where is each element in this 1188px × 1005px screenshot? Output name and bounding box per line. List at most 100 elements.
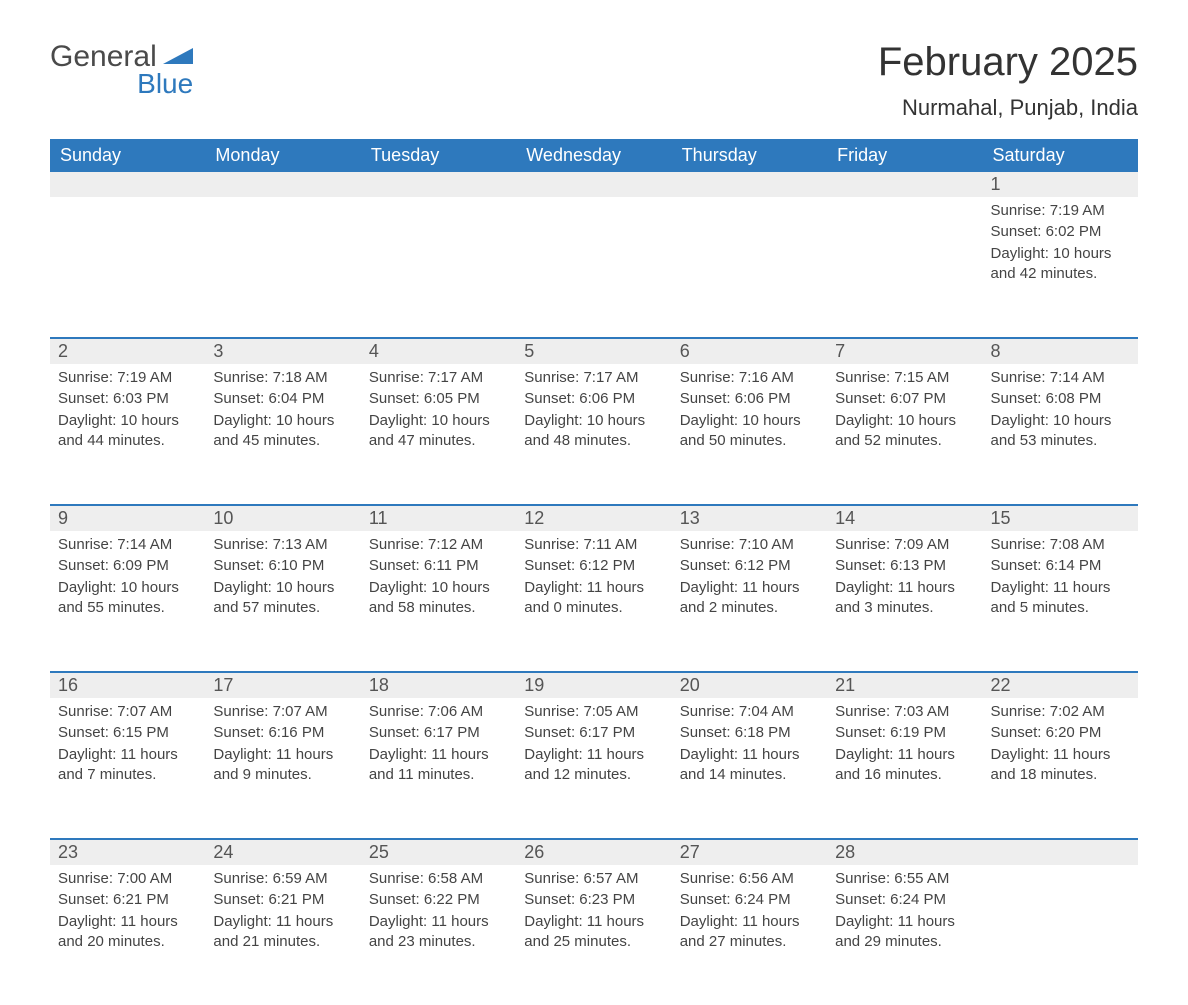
day-number: 19 <box>516 671 671 698</box>
day-number: 5 <box>516 337 671 364</box>
calendar-cell: Sunrise: 7:04 AMSunset: 6:18 PMDaylight:… <box>672 698 827 838</box>
logo-triangle-icon <box>163 46 193 70</box>
day-number: 2 <box>50 337 205 364</box>
sunset-text: Sunset: 6:12 PM <box>680 556 819 576</box>
weekday-header: Friday <box>827 139 982 172</box>
daylight-text: Daylight: 10 hours and 55 minutes. <box>58 578 197 619</box>
sunrise-text: Sunrise: 7:06 AM <box>369 702 508 722</box>
day-number <box>672 172 827 197</box>
day-number: 24 <box>205 838 360 865</box>
day-number: 3 <box>205 337 360 364</box>
sunset-text: Sunset: 6:16 PM <box>213 723 352 743</box>
sunset-text: Sunset: 6:11 PM <box>369 556 508 576</box>
sunrise-text: Sunrise: 7:17 AM <box>369 368 508 388</box>
sunrise-text: Sunrise: 7:19 AM <box>991 201 1130 221</box>
calendar-cell: Sunrise: 7:07 AMSunset: 6:16 PMDaylight:… <box>205 698 360 838</box>
weekday-header: Wednesday <box>516 139 671 172</box>
weekday-header: Sunday <box>50 139 205 172</box>
calendar-cell: Sunrise: 7:13 AMSunset: 6:10 PMDaylight:… <box>205 531 360 671</box>
sunset-text: Sunset: 6:21 PM <box>58 890 197 910</box>
sunset-text: Sunset: 6:02 PM <box>991 222 1130 242</box>
daylight-text: Daylight: 11 hours and 11 minutes. <box>369 745 508 786</box>
calendar-cell: Sunrise: 7:16 AMSunset: 6:06 PMDaylight:… <box>672 364 827 504</box>
calendar-cell: Sunrise: 6:58 AMSunset: 6:22 PMDaylight:… <box>361 865 516 1005</box>
sunrise-text: Sunrise: 7:16 AM <box>680 368 819 388</box>
sunrise-text: Sunrise: 6:57 AM <box>524 869 663 889</box>
sunrise-text: Sunrise: 7:17 AM <box>524 368 663 388</box>
calendar-cell: Sunrise: 7:14 AMSunset: 6:09 PMDaylight:… <box>50 531 205 671</box>
daylight-text: Daylight: 11 hours and 3 minutes. <box>835 578 974 619</box>
logo: General Blue <box>50 40 193 98</box>
day-number: 13 <box>672 504 827 531</box>
calendar-cell: Sunrise: 7:14 AMSunset: 6:08 PMDaylight:… <box>983 364 1138 504</box>
calendar-cell <box>827 197 982 337</box>
sunrise-text: Sunrise: 7:03 AM <box>835 702 974 722</box>
weekday-header: Saturday <box>983 139 1138 172</box>
daylight-text: Daylight: 11 hours and 12 minutes. <box>524 745 663 786</box>
sunrise-text: Sunrise: 7:07 AM <box>213 702 352 722</box>
day-number: 28 <box>827 838 982 865</box>
daylight-text: Daylight: 10 hours and 45 minutes. <box>213 411 352 452</box>
day-number: 6 <box>672 337 827 364</box>
sunset-text: Sunset: 6:20 PM <box>991 723 1130 743</box>
calendar-table: SundayMondayTuesdayWednesdayThursdayFrid… <box>50 139 1138 1005</box>
daylight-text: Daylight: 11 hours and 2 minutes. <box>680 578 819 619</box>
sunset-text: Sunset: 6:23 PM <box>524 890 663 910</box>
day-number: 16 <box>50 671 205 698</box>
calendar-cell: Sunrise: 6:55 AMSunset: 6:24 PMDaylight:… <box>827 865 982 1005</box>
weekday-header: Monday <box>205 139 360 172</box>
day-number <box>361 172 516 197</box>
calendar-cell <box>983 865 1138 1005</box>
sunset-text: Sunset: 6:14 PM <box>991 556 1130 576</box>
calendar-cell: Sunrise: 6:59 AMSunset: 6:21 PMDaylight:… <box>205 865 360 1005</box>
day-number <box>827 172 982 197</box>
sunrise-text: Sunrise: 6:59 AM <box>213 869 352 889</box>
calendar-cell <box>361 197 516 337</box>
calendar-cell: Sunrise: 7:17 AMSunset: 6:06 PMDaylight:… <box>516 364 671 504</box>
sunset-text: Sunset: 6:09 PM <box>58 556 197 576</box>
daylight-text: Daylight: 11 hours and 9 minutes. <box>213 745 352 786</box>
day-number: 20 <box>672 671 827 698</box>
day-number: 12 <box>516 504 671 531</box>
calendar-cell <box>516 197 671 337</box>
sunset-text: Sunset: 6:10 PM <box>213 556 352 576</box>
calendar-cell <box>205 197 360 337</box>
sunrise-text: Sunrise: 7:13 AM <box>213 535 352 555</box>
header: General Blue February 2025 Nurmahal, Pun… <box>50 40 1138 121</box>
daylight-text: Daylight: 11 hours and 18 minutes. <box>991 745 1130 786</box>
daylight-text: Daylight: 10 hours and 48 minutes. <box>524 411 663 452</box>
calendar-cell: Sunrise: 7:00 AMSunset: 6:21 PMDaylight:… <box>50 865 205 1005</box>
calendar-cell: Sunrise: 7:05 AMSunset: 6:17 PMDaylight:… <box>516 698 671 838</box>
sunset-text: Sunset: 6:13 PM <box>835 556 974 576</box>
calendar-cell: Sunrise: 7:15 AMSunset: 6:07 PMDaylight:… <box>827 364 982 504</box>
sunset-text: Sunset: 6:24 PM <box>835 890 974 910</box>
day-number: 7 <box>827 337 982 364</box>
sunrise-text: Sunrise: 7:18 AM <box>213 368 352 388</box>
day-number: 4 <box>361 337 516 364</box>
daylight-text: Daylight: 10 hours and 53 minutes. <box>991 411 1130 452</box>
sunset-text: Sunset: 6:15 PM <box>58 723 197 743</box>
sunrise-text: Sunrise: 7:09 AM <box>835 535 974 555</box>
day-number: 21 <box>827 671 982 698</box>
daylight-text: Daylight: 10 hours and 42 minutes. <box>991 244 1130 285</box>
logo-word-blue: Blue <box>50 70 193 98</box>
day-number: 17 <box>205 671 360 698</box>
month-title: February 2025 <box>878 40 1138 85</box>
calendar-cell: Sunrise: 7:11 AMSunset: 6:12 PMDaylight:… <box>516 531 671 671</box>
calendar-cell: Sunrise: 7:06 AMSunset: 6:17 PMDaylight:… <box>361 698 516 838</box>
day-number: 10 <box>205 504 360 531</box>
sunset-text: Sunset: 6:06 PM <box>524 389 663 409</box>
day-number: 8 <box>983 337 1138 364</box>
sunrise-text: Sunrise: 7:19 AM <box>58 368 197 388</box>
daylight-text: Daylight: 10 hours and 44 minutes. <box>58 411 197 452</box>
daylight-text: Daylight: 11 hours and 14 minutes. <box>680 745 819 786</box>
sunset-text: Sunset: 6:06 PM <box>680 389 819 409</box>
sunrise-text: Sunrise: 7:07 AM <box>58 702 197 722</box>
sunset-text: Sunset: 6:08 PM <box>991 389 1130 409</box>
sunrise-text: Sunrise: 7:00 AM <box>58 869 197 889</box>
daylight-text: Daylight: 10 hours and 47 minutes. <box>369 411 508 452</box>
sunrise-text: Sunrise: 7:12 AM <box>369 535 508 555</box>
sunset-text: Sunset: 6:24 PM <box>680 890 819 910</box>
day-number: 9 <box>50 504 205 531</box>
sunset-text: Sunset: 6:17 PM <box>524 723 663 743</box>
